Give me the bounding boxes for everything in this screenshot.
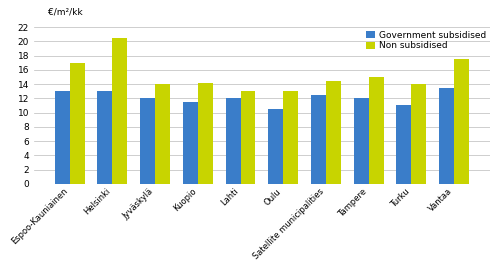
Bar	[454, 59, 469, 184]
Bar	[226, 98, 241, 184]
Bar	[241, 91, 255, 184]
Bar	[326, 81, 341, 184]
Bar	[70, 63, 84, 184]
Bar	[140, 98, 155, 184]
Bar	[412, 84, 426, 184]
Bar	[198, 83, 213, 184]
Bar	[397, 105, 412, 184]
Bar	[183, 102, 198, 184]
Bar	[268, 109, 283, 184]
Text: €/m²/kk: €/m²/kk	[48, 7, 83, 16]
Bar	[283, 91, 298, 184]
Bar	[155, 84, 170, 184]
Bar	[439, 88, 454, 184]
Legend: Government subsidised, Non subsidised: Government subsidised, Non subsidised	[365, 29, 488, 52]
Bar	[311, 95, 326, 184]
Bar	[369, 77, 384, 184]
Bar	[354, 98, 369, 184]
Bar	[112, 38, 127, 184]
Bar	[97, 91, 112, 184]
Bar	[55, 91, 70, 184]
